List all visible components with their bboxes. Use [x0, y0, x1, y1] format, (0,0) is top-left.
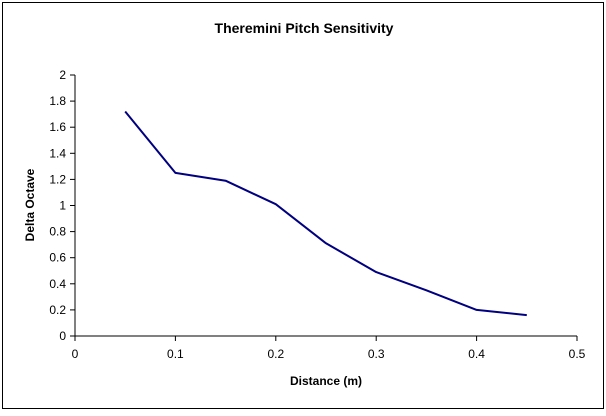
x-tick-label: 0.1 [167, 347, 184, 361]
x-tick-label: 0.5 [569, 347, 586, 361]
y-tick-label: 0.4 [49, 277, 66, 291]
chart-title: Theremini Pitch Sensitivity [215, 20, 394, 36]
series-line [124, 110, 527, 317]
chart-border [2, 2, 604, 409]
y-tick-label: 1.2 [49, 172, 66, 186]
y-tick-label: 1 [59, 199, 66, 213]
y-tick-label: 1.4 [49, 146, 66, 160]
y-tick-label: 0.8 [49, 225, 66, 239]
series-layer [124, 110, 527, 317]
y-tick-label: 0.2 [49, 303, 66, 317]
y-tick-label: 1.8 [49, 94, 66, 108]
x-tick-label: 0.3 [368, 347, 385, 361]
y-axis-title: Delta Octave [23, 168, 37, 241]
y-tick-label: 0 [59, 329, 66, 343]
x-axis-title: Distance (m) [290, 374, 362, 388]
y-tick-label: 2 [59, 68, 66, 82]
y-tick-label: 1.6 [49, 120, 66, 134]
x-tick-label: 0.2 [267, 347, 284, 361]
x-tick-label: 0 [72, 347, 79, 361]
tick-labels: 0 0.2 0.4 0.6 0.8 1 1.2 1.4 1.6 1.8 2 0 0.1 0.2 0.3 0.4… [49, 68, 585, 361]
x-tick-label: 0.4 [468, 347, 485, 361]
axes [70, 74, 578, 341]
y-tick-label: 0.6 [49, 251, 66, 265]
